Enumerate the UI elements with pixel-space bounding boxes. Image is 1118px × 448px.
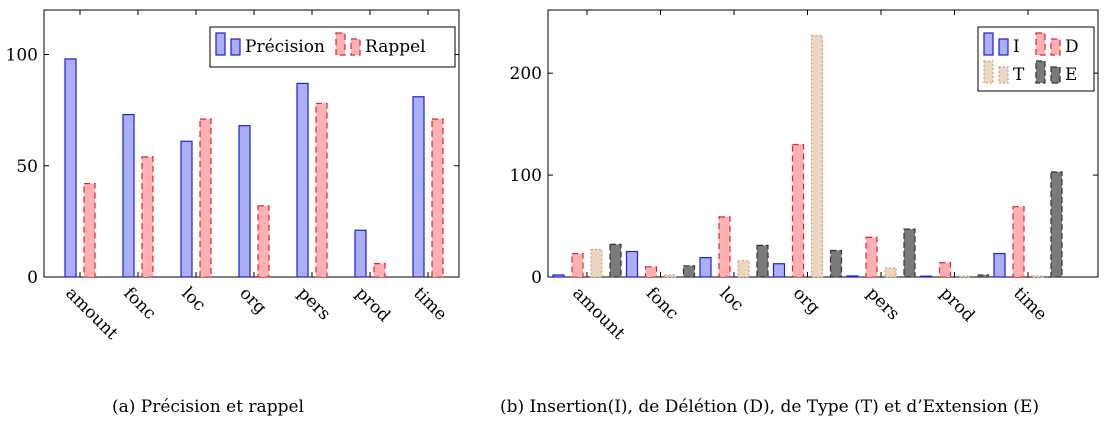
chart-1-legend-swatch bbox=[998, 66, 1009, 84]
chart-1-legend-swatch bbox=[1050, 66, 1061, 84]
chart-0-bar-précision-fonc bbox=[122, 113, 135, 278]
chart-1-bar-t-amount bbox=[590, 248, 603, 278]
chart-0-legend-swatch bbox=[230, 38, 241, 56]
chart-0-bar-précision-time bbox=[412, 96, 425, 278]
chart-1-bar-d-org bbox=[791, 143, 805, 278]
chart-1-bar-i-org bbox=[772, 263, 786, 278]
chart-0-ytick-label: 0 bbox=[27, 268, 38, 288]
chart-1-bar-t-org bbox=[810, 34, 824, 278]
chart-0-bar-rappel-pers bbox=[315, 102, 328, 278]
chart-1-legend-swatch bbox=[1050, 38, 1061, 56]
chart-0-legend-label: Précision bbox=[245, 37, 325, 57]
chart-1-bar-d-amount bbox=[571, 252, 584, 278]
chart-1-bar-t-pers bbox=[884, 267, 897, 278]
chart-0-bar-rappel-amount bbox=[83, 182, 96, 278]
chart-1-category-label: loc bbox=[715, 283, 747, 315]
caption-a: (a) Précision et rappel bbox=[112, 397, 304, 417]
chart-0-bar-rappel-prod bbox=[373, 263, 386, 278]
chart-1-bar-e-fonc bbox=[682, 265, 696, 278]
chart-1-category-label: pers bbox=[862, 283, 903, 324]
chart-1-category-label: time bbox=[1009, 283, 1050, 324]
chart-1-bar-i-amount bbox=[552, 274, 565, 278]
chart-1-legend-swatch bbox=[983, 60, 994, 84]
chart-1-legend-swatch bbox=[983, 32, 994, 56]
chart-1-bar-i-time bbox=[993, 252, 1006, 278]
chart-1-category-label: amount bbox=[568, 283, 628, 343]
chart-1-bar-e-org bbox=[829, 249, 843, 278]
chart-0-legend-swatch bbox=[215, 32, 226, 56]
chart-1-ytick-label: 200 bbox=[510, 64, 542, 84]
chart-0-legend-label: Rappel bbox=[365, 37, 426, 57]
chart-1-bar-i-pers bbox=[846, 275, 859, 278]
chart-0-ytick-label: 100 bbox=[6, 46, 38, 66]
chart-0-axes-frame bbox=[43, 9, 460, 278]
chart-0-category-label: pers bbox=[293, 283, 334, 324]
chart-1-bar-i-loc bbox=[699, 257, 712, 278]
chart-1-ytick-label: 0 bbox=[531, 268, 542, 288]
chart-1-category-label: org bbox=[789, 283, 824, 318]
chart-1-bar-t-loc bbox=[737, 260, 750, 278]
chart-0-legend-swatch bbox=[335, 32, 346, 56]
chart-1-legend-swatch bbox=[998, 38, 1009, 56]
chart-1-category-label: prod bbox=[936, 283, 979, 326]
chart-0-bar-précision-org bbox=[238, 125, 251, 278]
chart-1-bar-i-prod bbox=[919, 275, 933, 278]
chart-1-bar-t-fonc bbox=[663, 274, 677, 278]
chart-1-bar-e-loc bbox=[756, 244, 769, 278]
chart-1-legend-swatch bbox=[1035, 60, 1046, 84]
chart-1-bar-e-pers bbox=[903, 228, 916, 278]
chart-0-category-label: time bbox=[409, 283, 450, 324]
chart-1-bar-t-prod bbox=[957, 275, 971, 278]
chart-1-bar-i-fonc bbox=[625, 250, 639, 278]
chart-0-bar-rappel-org bbox=[257, 205, 270, 278]
chart-1-bar-e-amount bbox=[609, 243, 622, 278]
chart-0-bar-précision-prod bbox=[354, 229, 367, 278]
chart-1-legend-label: E bbox=[1065, 65, 1077, 85]
chart-0-category-label: org bbox=[235, 283, 270, 318]
chart-0-legend-box bbox=[209, 26, 456, 68]
chart-0-bar-rappel-time bbox=[431, 118, 444, 278]
caption-b: (b) Insertion(I), de Délétion (D), de Ty… bbox=[500, 397, 1039, 417]
chart-1-legend-swatch bbox=[1035, 32, 1046, 56]
chart-1-bar-d-loc bbox=[718, 216, 731, 278]
chart-0-category-label: amount bbox=[61, 283, 121, 343]
chart-1-legend-label: D bbox=[1065, 37, 1079, 57]
chart-0-bar-rappel-fonc bbox=[141, 156, 154, 278]
chart-1-bar-d-prod bbox=[938, 262, 952, 278]
chart-0-category-label: fonc bbox=[119, 283, 159, 323]
chart-1-bar-t-time bbox=[1031, 275, 1044, 278]
chart-1-category-label: fonc bbox=[642, 283, 682, 323]
chart-1-legend-label: I bbox=[1013, 37, 1020, 57]
chart-1-bar-e-prod bbox=[976, 274, 990, 278]
chart-0-category-label: prod bbox=[351, 283, 394, 326]
chart-1-ytick-label: 100 bbox=[510, 166, 542, 186]
chart-0-bar-rappel-loc bbox=[199, 118, 212, 278]
chart-1-bar-e-time bbox=[1050, 171, 1063, 278]
chart-1-legend-label: T bbox=[1013, 65, 1025, 85]
chart-0-legend-swatch bbox=[350, 38, 361, 56]
chart-0-category-label: loc bbox=[177, 283, 209, 315]
chart-1-bar-d-fonc bbox=[644, 266, 658, 278]
chart-1-bar-d-time bbox=[1012, 206, 1025, 278]
chart-1-bar-d-pers bbox=[865, 236, 878, 278]
chart-0-ytick-label: 50 bbox=[16, 157, 38, 177]
chart-0-bar-précision-pers bbox=[296, 82, 309, 278]
chart-0-bar-précision-loc bbox=[180, 140, 193, 278]
chart-0-bar-précision-amount bbox=[64, 58, 77, 278]
